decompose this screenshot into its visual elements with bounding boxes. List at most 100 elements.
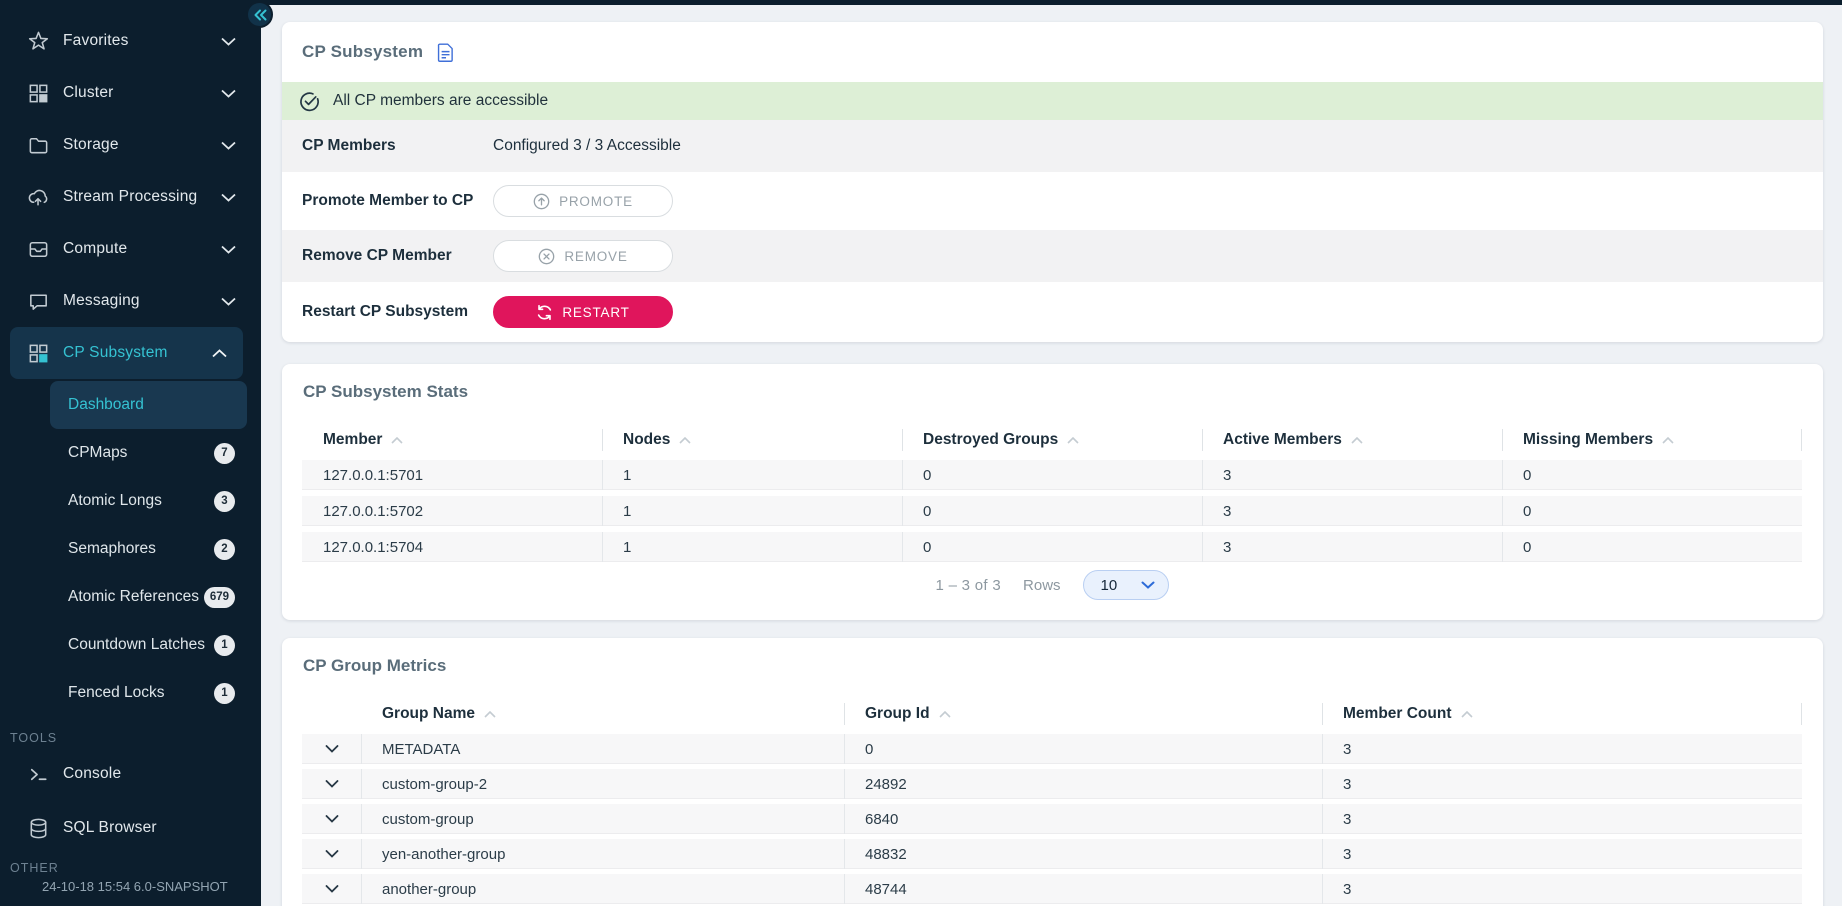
sidebar-item-favorites[interactable]: Favorites bbox=[0, 15, 261, 67]
arrow-up-circle-icon bbox=[533, 193, 550, 210]
sort-caret-icon bbox=[1067, 436, 1079, 444]
sidebar-subitem-countdown-latches[interactable]: Countdown Latches 1 bbox=[0, 621, 261, 669]
cell-group-id: 0 bbox=[844, 734, 1322, 764]
status-banner-text: All CP members are accessible bbox=[333, 92, 549, 109]
column-header-sort[interactable]: Member Count bbox=[1322, 694, 1802, 734]
sidebar-subitem-semaphores[interactable]: Semaphores 2 bbox=[0, 525, 261, 573]
column-header-sort[interactable]: Active Members bbox=[1202, 420, 1502, 460]
sidebar-item-label: Favorites bbox=[63, 32, 129, 49]
sidebar-item-messaging[interactable]: Messaging bbox=[0, 275, 261, 327]
compute-inbox-icon bbox=[27, 238, 50, 261]
sidebar-item-cluster[interactable]: Cluster bbox=[0, 67, 261, 119]
column-header-sort[interactable]: Member bbox=[302, 420, 602, 460]
refresh-icon bbox=[536, 304, 553, 321]
cell-group-name: METADATA bbox=[361, 734, 844, 764]
sidebar-item-label: CP Subsystem bbox=[63, 344, 168, 361]
row-expand-toggle[interactable] bbox=[302, 839, 361, 869]
chevron-down-icon bbox=[325, 885, 339, 893]
remove-button[interactable]: REMOVE bbox=[493, 240, 673, 272]
sidebar-item-cp-subsystem[interactable]: CP Subsystem bbox=[10, 327, 243, 379]
sidebar-subitem-label: Atomic Longs bbox=[68, 492, 162, 509]
cell-group-id: 48832 bbox=[844, 839, 1322, 869]
cell-member: 127.0.0.1:5701 bbox=[323, 466, 424, 484]
sidebar-subitem-atomic-longs[interactable]: Atomic Longs 3 bbox=[0, 477, 261, 525]
sidebar-item-sql-browser[interactable]: SQL Browser bbox=[0, 801, 261, 855]
version-text: 24-10-18 15:54 6.0-SNAPSHOT bbox=[42, 878, 228, 894]
pagination: 1 – 3 of 3 Rows 10 bbox=[302, 570, 1802, 600]
folder-icon bbox=[27, 134, 50, 157]
sidebar-item-label: SQL Browser bbox=[63, 819, 157, 836]
row-expand-toggle[interactable] bbox=[302, 804, 361, 834]
sidebar-collapse-button[interactable] bbox=[246, 1, 273, 28]
column-header-sort[interactable]: Destroyed Groups bbox=[902, 420, 1202, 460]
sidebar-subitem-dashboard[interactable]: Dashboard bbox=[50, 381, 247, 429]
cell-group-name: another-group bbox=[361, 874, 844, 904]
promote-button[interactable]: PROMOTE bbox=[493, 185, 673, 217]
row-expand-toggle[interactable] bbox=[302, 734, 361, 764]
terminal-icon bbox=[27, 763, 50, 786]
sidebar-subitem-cpmaps[interactable]: CPMaps 7 bbox=[0, 429, 261, 477]
page-title: CP Subsystem bbox=[302, 42, 424, 61]
chevron-down-icon bbox=[221, 193, 236, 202]
rows-per-page-label: Rows bbox=[1023, 576, 1061, 594]
cp-members-row: CP Members Configured 3 / 3 Accessible bbox=[282, 120, 1823, 172]
column-header-sort[interactable]: Group Name bbox=[361, 694, 844, 734]
cp-members-value: Configured 3 / 3 Accessible bbox=[493, 137, 681, 154]
cell-nodes: 1 bbox=[602, 496, 902, 526]
x-circle-icon bbox=[538, 248, 555, 265]
double-chevron-left-icon bbox=[252, 9, 268, 21]
row-expand-toggle[interactable] bbox=[302, 874, 361, 904]
column-header-sort[interactable]: Missing Members bbox=[1502, 420, 1802, 460]
stats-table: Member Nodes Destroyed Groups bbox=[302, 420, 1802, 600]
cell-nodes: 1 bbox=[602, 460, 902, 490]
sidebar-item-stream-processing[interactable]: Stream Processing bbox=[0, 171, 261, 223]
promote-button-label: PROMOTE bbox=[559, 193, 633, 209]
cell-member: 127.0.0.1:5702 bbox=[323, 502, 424, 520]
cell-active-members: 3 bbox=[1202, 532, 1502, 562]
sidebar-item-compute[interactable]: Compute bbox=[0, 223, 261, 275]
sort-caret-icon bbox=[679, 436, 691, 444]
main-content: CP Subsystem All CP members are accessib… bbox=[261, 5, 1842, 906]
column-header-label: Group Id bbox=[865, 705, 930, 722]
chevron-down-icon bbox=[221, 297, 236, 306]
column-header-label: Member Count bbox=[1343, 705, 1452, 722]
column-header-label: Destroyed Groups bbox=[923, 431, 1059, 448]
table-row: another-group 48744 3 bbox=[302, 874, 1802, 904]
rows-per-page-select[interactable]: 10 bbox=[1082, 570, 1169, 600]
groups-card-title: CP Group Metrics bbox=[303, 656, 447, 675]
count-badge: 679 bbox=[203, 586, 235, 608]
sidebar-subitem-atomic-references[interactable]: Atomic References 679 bbox=[0, 573, 261, 621]
star-icon bbox=[27, 30, 50, 53]
chevron-down-icon bbox=[221, 89, 236, 98]
cell-group-name: custom-group bbox=[361, 804, 844, 834]
column-header-sort[interactable]: Nodes bbox=[602, 420, 902, 460]
column-header-sort[interactable]: Group Id bbox=[844, 694, 1322, 734]
remove-row: Remove CP Member REMOVE bbox=[282, 230, 1823, 282]
sidebar-subitem-label: Semaphores bbox=[68, 540, 156, 557]
row-expand-toggle[interactable] bbox=[302, 769, 361, 799]
remove-button-label: REMOVE bbox=[564, 248, 628, 264]
cell-member: 127.0.0.1:5704 bbox=[323, 538, 424, 556]
sidebar-subitem-fenced-locks[interactable]: Fenced Locks 1 bbox=[0, 669, 261, 717]
column-header-label: Missing Members bbox=[1523, 431, 1654, 448]
tools-section-label: TOOLS bbox=[10, 731, 58, 745]
cell-group-id: 48744 bbox=[844, 874, 1322, 904]
sidebar-item-console[interactable]: Console bbox=[0, 747, 261, 801]
sidebar: Favorites Cluster Storage Stream Process… bbox=[0, 0, 261, 906]
cp-subsystem-stats-card: CP Subsystem Stats Member Nodes bbox=[282, 364, 1823, 620]
table-row: 127.0.0.1:5704 1 0 3 0 bbox=[302, 532, 1802, 562]
group-metrics-table: Group Name Group Id Member Count bbox=[302, 694, 1802, 904]
sort-caret-icon bbox=[391, 436, 404, 444]
documentation-icon[interactable] bbox=[437, 42, 455, 63]
cluster-grid-icon bbox=[27, 82, 50, 105]
chevron-up-icon bbox=[212, 348, 227, 358]
cell-member-count: 3 bbox=[1322, 839, 1802, 869]
sidebar-item-storage[interactable]: Storage bbox=[0, 119, 261, 171]
sidebar-item-label: Compute bbox=[63, 240, 128, 257]
restart-button[interactable]: RESTART bbox=[493, 296, 673, 328]
check-circle-icon bbox=[299, 91, 320, 112]
sort-caret-icon bbox=[1351, 436, 1363, 444]
group-table-body: METADATA 0 3 custom-group-2 24892 3 bbox=[302, 734, 1802, 904]
table-row: yen-another-group 48832 3 bbox=[302, 839, 1802, 869]
sort-caret-icon bbox=[1662, 436, 1674, 444]
